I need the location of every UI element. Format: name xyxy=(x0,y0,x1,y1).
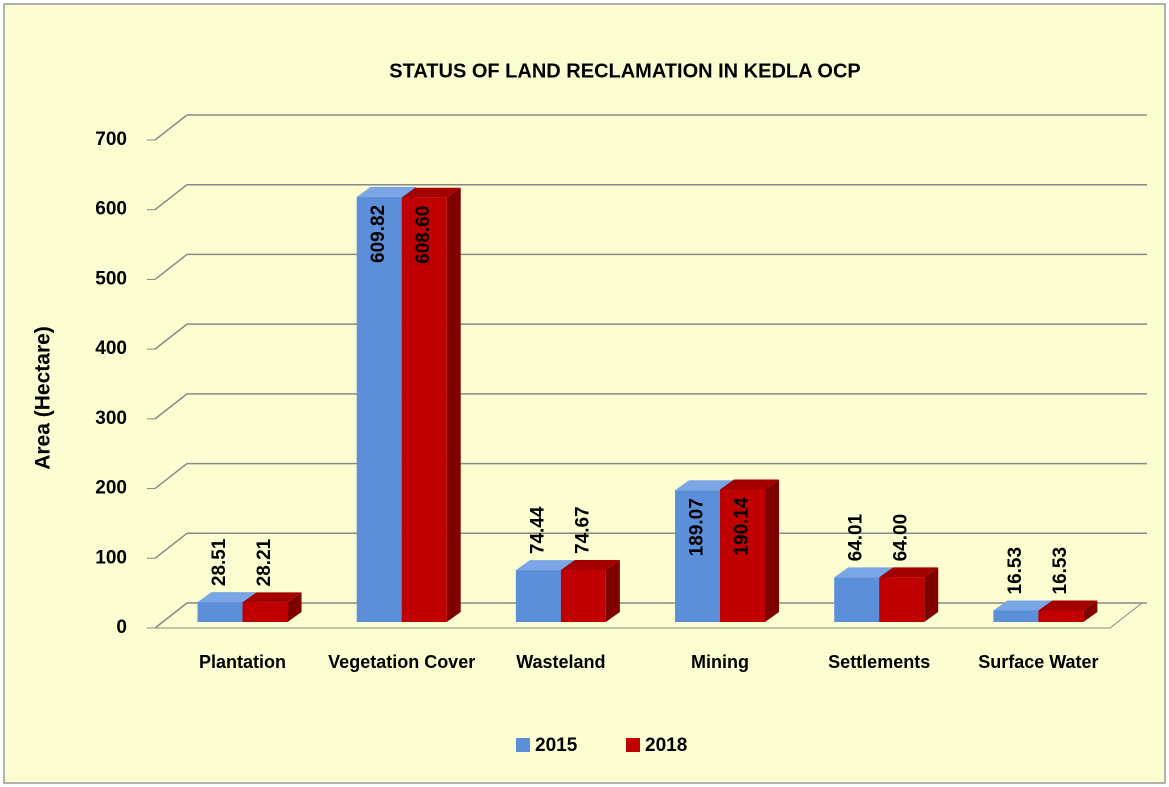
y-tick-label: 200 xyxy=(95,478,127,499)
bar-top xyxy=(401,187,461,198)
bar-top xyxy=(720,479,780,490)
data-label: 64.01 xyxy=(846,513,867,561)
y-axis-label: Area (Hectare) xyxy=(32,326,55,470)
bar-side xyxy=(605,559,620,622)
grid-line xyxy=(154,184,188,211)
bar xyxy=(401,197,447,622)
x-tick-label: Surface Water xyxy=(978,652,1099,672)
bar xyxy=(879,577,925,622)
data-label: 608.60 xyxy=(413,206,434,264)
legend-label: 2015 xyxy=(535,735,578,756)
bar xyxy=(560,569,606,622)
grid-line xyxy=(154,253,188,281)
data-label: 16.53 xyxy=(1050,547,1071,595)
grid-line xyxy=(154,323,188,350)
bar xyxy=(993,610,1039,622)
x-tick-label: Mining xyxy=(691,652,750,672)
y-tick-label: 0 xyxy=(116,617,127,638)
y-tick-label: 100 xyxy=(95,547,127,568)
bar xyxy=(834,577,880,622)
bar xyxy=(356,196,402,622)
grid-line xyxy=(154,114,188,141)
bar-top xyxy=(675,480,735,491)
bar xyxy=(197,602,243,622)
legend-swatch xyxy=(516,738,530,752)
data-label: 609.82 xyxy=(368,205,389,263)
bar-top xyxy=(356,186,416,197)
bar xyxy=(1038,610,1084,622)
data-label: 16.53 xyxy=(1005,547,1026,595)
data-label: 74.44 xyxy=(527,506,548,554)
bar-top xyxy=(879,567,939,578)
data-label: 190.14 xyxy=(732,497,753,556)
data-label: 74.67 xyxy=(572,506,593,554)
bar-side xyxy=(924,567,939,622)
bar-top xyxy=(197,592,257,603)
bar-top xyxy=(560,559,620,570)
data-label: 189.07 xyxy=(687,498,708,556)
grid-line xyxy=(154,532,188,559)
legend-swatch xyxy=(626,738,640,752)
data-label: 64.00 xyxy=(891,514,912,562)
bar-top xyxy=(1038,600,1098,611)
y-tick-label: 500 xyxy=(95,268,127,289)
x-tick-label: Settlements xyxy=(828,652,931,672)
bar-top xyxy=(515,560,575,571)
data-label: 28.21 xyxy=(254,538,275,586)
bar xyxy=(242,602,288,622)
bar xyxy=(675,490,721,622)
bar-top xyxy=(834,567,894,578)
bar-side xyxy=(446,187,461,622)
data-label: 28.51 xyxy=(209,538,230,586)
x-tick-label: Plantation xyxy=(199,652,287,672)
grid-line xyxy=(154,393,188,420)
grid-line xyxy=(154,602,188,629)
x-tick-label: Wasteland xyxy=(516,652,606,672)
legend-label: 2018 xyxy=(645,735,687,756)
bar xyxy=(515,570,561,622)
y-tick-label: 700 xyxy=(95,129,127,150)
y-tick-label: 600 xyxy=(95,199,127,220)
bar-top xyxy=(242,592,302,603)
bar-top xyxy=(993,600,1053,611)
bar-side xyxy=(287,592,302,622)
bar-side xyxy=(1083,600,1098,622)
bar xyxy=(720,489,766,622)
y-tick-label: 400 xyxy=(95,338,127,359)
bar-side xyxy=(765,479,780,622)
x-tick-label: Vegetation Cover xyxy=(328,652,476,672)
chart-title: STATUS OF LAND RECLAMATION IN KEDLA OCP xyxy=(389,60,860,82)
y-tick-label: 300 xyxy=(95,408,127,429)
grid-line xyxy=(154,462,188,490)
